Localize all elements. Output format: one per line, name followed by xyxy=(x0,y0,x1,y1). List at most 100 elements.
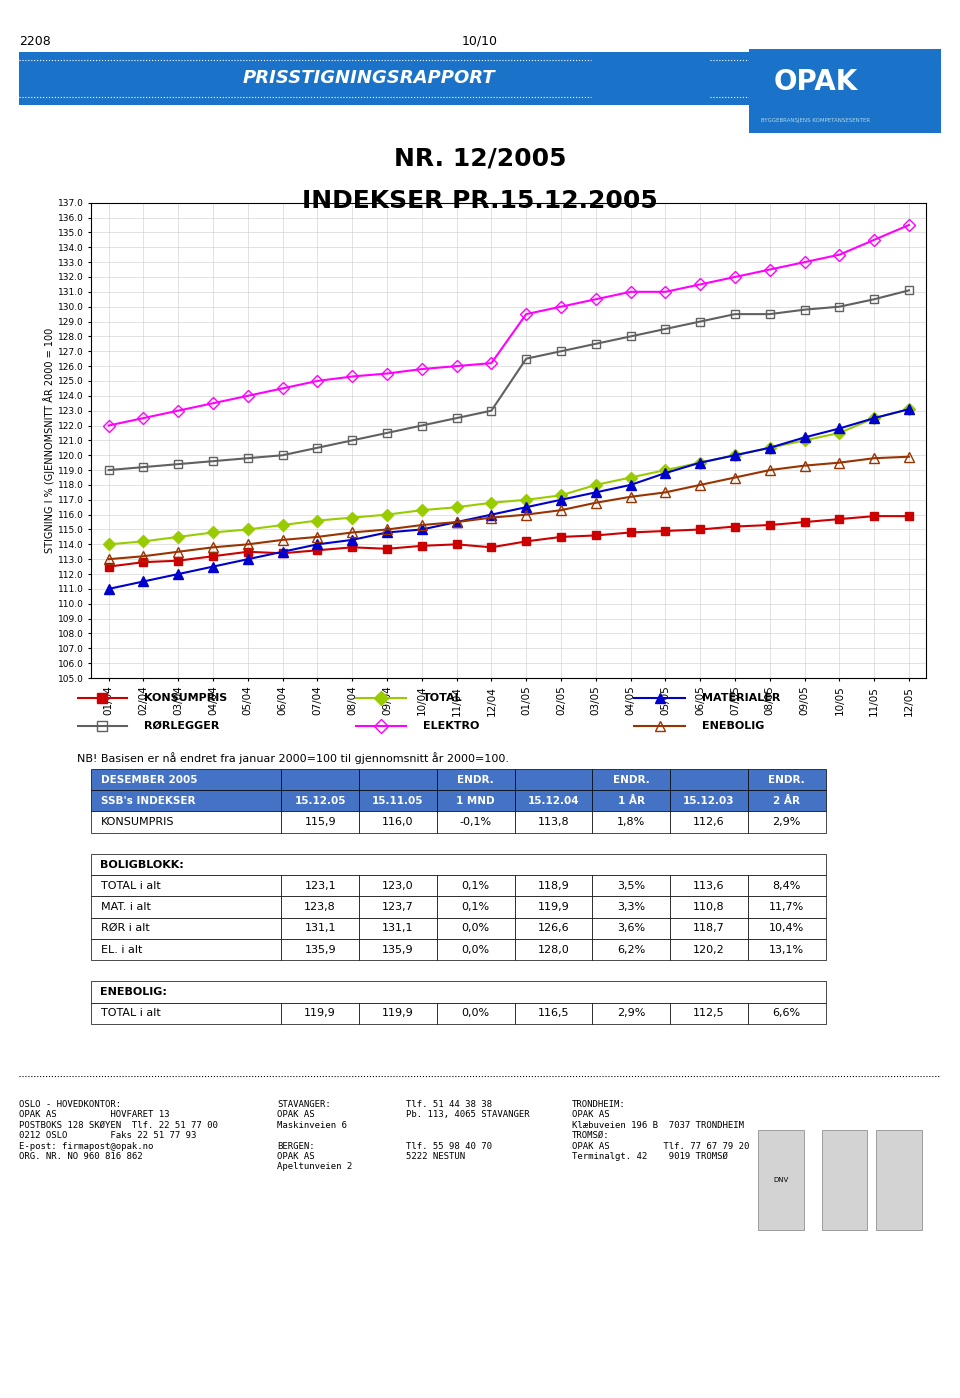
KONSUMPRIS xyxy=(520,533,532,549)
RØRLEGGER xyxy=(242,450,253,467)
Bar xyxy=(515,917,592,939)
Bar xyxy=(748,811,826,833)
KONSUMPRIS xyxy=(694,521,706,538)
RØRLEGGER xyxy=(276,447,288,464)
Bar xyxy=(437,1002,515,1023)
ENEBOLIG xyxy=(555,502,566,519)
Line: MATERIALER: MATERIALER xyxy=(104,404,914,594)
Text: 15.12.04: 15.12.04 xyxy=(528,795,579,805)
Point xyxy=(680,717,691,734)
Text: 0,1%: 0,1% xyxy=(462,902,490,911)
Text: 110,8: 110,8 xyxy=(693,902,725,911)
ELEKTRO xyxy=(242,387,253,404)
Bar xyxy=(281,790,359,811)
Bar xyxy=(91,896,281,917)
Bar xyxy=(748,1002,826,1023)
ENEBOLIG xyxy=(869,450,880,467)
Bar xyxy=(748,917,826,939)
Text: DNV: DNV xyxy=(773,1177,788,1183)
ENEBOLIG xyxy=(312,528,324,545)
Text: MATERIALER: MATERIALER xyxy=(702,692,780,703)
Bar xyxy=(592,790,670,811)
RØRLEGGER xyxy=(730,306,741,323)
Text: 2,9%: 2,9% xyxy=(773,816,801,828)
ELEKTRO xyxy=(694,275,706,292)
Text: 135,9: 135,9 xyxy=(304,945,336,955)
Text: STAVANGER:
OPAK AS
Maskinveien 6

BERGEN:
OPAK AS
Apeltunveien 2: STAVANGER: OPAK AS Maskinveien 6 BERGEN:… xyxy=(277,1100,352,1172)
RØRLEGGER xyxy=(381,425,393,442)
Text: PRISSTIGNINGSRAPPORT: PRISSTIGNINGSRAPPORT xyxy=(243,70,495,87)
Bar xyxy=(748,769,826,790)
Text: EL. i alt: EL. i alt xyxy=(101,945,142,955)
Point xyxy=(71,717,83,734)
KONSUMPRIS xyxy=(730,519,741,535)
MATERIALER xyxy=(312,535,324,552)
Text: SSB's INDEKSER: SSB's INDEKSER xyxy=(101,795,195,805)
ENEBOLIG xyxy=(451,513,463,530)
Bar xyxy=(281,917,359,939)
Bar xyxy=(670,875,748,896)
MATERIALER xyxy=(486,506,497,523)
Text: TOTAL i alt: TOTAL i alt xyxy=(101,881,160,891)
MATERIALER xyxy=(625,477,636,493)
Text: 6,2%: 6,2% xyxy=(617,945,645,955)
Bar xyxy=(91,811,281,833)
Text: TOTAL i alt: TOTAL i alt xyxy=(101,1008,160,1018)
ENEBOLIG xyxy=(625,488,636,505)
Line: ELEKTRO: ELEKTRO xyxy=(105,221,913,429)
FancyBboxPatch shape xyxy=(19,52,941,105)
TOTAL xyxy=(416,502,427,519)
ELEKTRO xyxy=(276,380,288,397)
RØRLEGGER xyxy=(173,456,184,473)
Text: 115,9: 115,9 xyxy=(304,816,336,828)
ELEKTRO xyxy=(590,291,602,308)
Bar xyxy=(670,811,748,833)
MATERIALER xyxy=(381,524,393,541)
Text: TRONDHEIM:
OPAK AS
Klæbuveien 196 B  7037 TRONDHEIM
TROMSØ:
OPAK AS          Tlf: TRONDHEIM: OPAK AS Klæbuveien 196 B 7037… xyxy=(572,1100,750,1162)
Bar xyxy=(592,917,670,939)
MATERIALER xyxy=(660,464,671,481)
Point xyxy=(680,689,691,706)
Text: DESEMBER 2005: DESEMBER 2005 xyxy=(101,774,197,784)
RØRLEGGER xyxy=(764,306,776,323)
ELEKTRO xyxy=(764,261,776,278)
Bar xyxy=(748,875,826,896)
Text: NB! Basisen er nå endret fra januar 2000=100 til gjennomsnitt år 2000=100.: NB! Basisen er nå endret fra januar 2000… xyxy=(77,752,509,765)
Text: 15.11.05: 15.11.05 xyxy=(372,795,423,805)
Text: 123,8: 123,8 xyxy=(304,902,336,911)
KONSUMPRIS xyxy=(207,548,219,565)
TOTAL xyxy=(276,517,288,534)
Bar xyxy=(822,1130,867,1230)
MATERIALER xyxy=(347,531,358,548)
TOTAL xyxy=(312,512,324,528)
TOTAL xyxy=(520,491,532,507)
Bar xyxy=(876,1130,922,1230)
RØRLEGGER xyxy=(590,336,602,352)
Bar xyxy=(515,939,592,960)
Text: ENEBOLIG:: ENEBOLIG: xyxy=(100,987,167,997)
TOTAL xyxy=(869,410,880,426)
Line: KONSUMPRIS: KONSUMPRIS xyxy=(105,512,913,570)
RØRLEGGER xyxy=(833,298,845,315)
ENEBOLIG xyxy=(381,521,393,538)
RØRLEGGER xyxy=(207,453,219,470)
Bar xyxy=(515,1002,592,1023)
Bar xyxy=(592,875,670,896)
Bar xyxy=(592,896,670,917)
MATERIALER xyxy=(555,491,566,507)
ELEKTRO xyxy=(625,284,636,301)
Bar xyxy=(437,939,515,960)
TOTAL xyxy=(799,432,810,449)
Bar xyxy=(359,1002,437,1023)
MATERIALER xyxy=(520,499,532,516)
MATERIALER xyxy=(869,410,880,426)
KONSUMPRIS xyxy=(799,513,810,530)
Text: 113,6: 113,6 xyxy=(693,881,725,891)
Point xyxy=(349,717,361,734)
Text: 6,6%: 6,6% xyxy=(773,1008,801,1018)
ENEBOLIG xyxy=(694,477,706,493)
RØRLEGGER xyxy=(347,432,358,449)
Text: NR. 12/2005: NR. 12/2005 xyxy=(394,147,566,171)
TOTAL xyxy=(173,528,184,545)
Bar xyxy=(748,939,826,960)
